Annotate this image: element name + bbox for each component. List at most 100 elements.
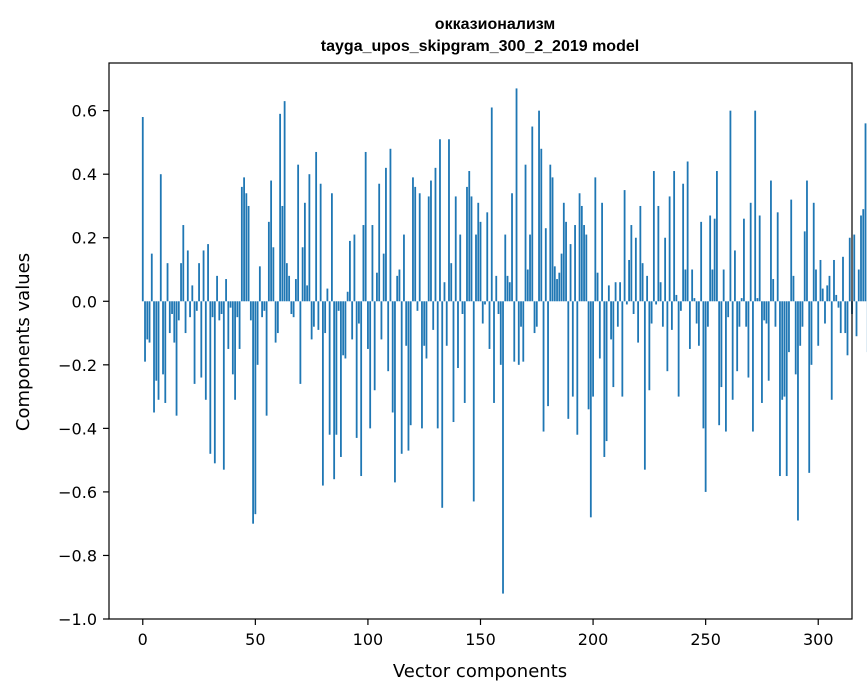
bar-135 (445, 301, 448, 346)
bar-198 (587, 301, 590, 410)
bar-51 (256, 301, 259, 365)
bar-221 (639, 205, 642, 302)
bar-190 (569, 244, 572, 302)
bar-249 (702, 301, 705, 429)
bar-55 (265, 301, 268, 416)
y-tick-label: 0.4 (72, 165, 97, 184)
bar-235 (670, 301, 673, 330)
bar-191 (571, 301, 574, 397)
bar-196 (583, 225, 585, 302)
bar-262 (731, 301, 734, 400)
bar-28 (204, 301, 207, 400)
bar-319 (860, 215, 862, 302)
y-tick-label: −1.0 (58, 610, 97, 629)
bar-70 (299, 301, 302, 384)
bar-140 (457, 301, 459, 369)
bar-19 (184, 301, 187, 334)
bar-292 (799, 301, 802, 346)
bar-202 (596, 272, 599, 302)
bar-138 (452, 301, 455, 423)
bar-204 (601, 202, 603, 302)
bar-37 (225, 279, 227, 302)
bar-36 (222, 301, 225, 470)
bar-12 (168, 301, 171, 334)
bar-46 (245, 193, 248, 302)
bar-167 (517, 301, 520, 365)
bar-285 (783, 301, 786, 397)
bar-14 (173, 301, 176, 343)
x-tick-label: 250 (690, 630, 721, 649)
bar-311 (842, 256, 844, 302)
bar-159 (499, 301, 502, 365)
bar-107 (382, 253, 385, 302)
bar-184 (556, 279, 558, 302)
bar-18 (182, 225, 185, 302)
bar-56 (267, 221, 270, 302)
bar-34 (218, 301, 221, 321)
bar-76 (312, 301, 315, 327)
bar-217 (630, 225, 633, 302)
bar-290 (794, 301, 797, 375)
x-tick-label: 50 (245, 630, 265, 649)
bar-223 (643, 301, 646, 470)
bar-128 (430, 180, 432, 302)
bar-177 (540, 148, 543, 302)
bar-136 (448, 139, 450, 302)
bar-13 (171, 301, 173, 314)
bar-112 (394, 301, 396, 483)
bar-309 (837, 301, 840, 308)
bar-146 (470, 196, 473, 302)
y-axis-ticks: −1.0 −0.8 −0.6 −0.4 −0.2 0.0 0.2 0.4 0.6 (58, 102, 109, 629)
bar-139 (454, 196, 457, 302)
bar-42 (236, 301, 239, 318)
bar-126 (425, 301, 428, 359)
bar-3 (148, 301, 151, 343)
bar-111 (391, 301, 394, 413)
bar-193 (576, 301, 579, 435)
bar-49 (252, 301, 254, 524)
bar-1 (144, 301, 146, 362)
bar-48 (249, 301, 252, 321)
bar-61 (279, 113, 282, 302)
bar-60 (276, 301, 279, 334)
bar-41 (234, 301, 236, 400)
bar-27 (202, 250, 205, 302)
bar-38 (227, 301, 230, 349)
bar-269 (747, 301, 750, 378)
bar-160 (502, 301, 504, 594)
bar-260 (727, 301, 730, 318)
bar-54 (263, 301, 266, 311)
x-tick-label: 0 (138, 630, 148, 649)
bar-314 (848, 237, 851, 302)
bar-97 (360, 301, 363, 477)
bar-147 (472, 301, 475, 502)
bar-22 (191, 285, 194, 302)
bar-78 (317, 301, 320, 330)
bar-25 (198, 263, 200, 302)
bar-157 (495, 275, 498, 302)
bar-302 (821, 288, 824, 302)
bar-40 (231, 301, 234, 375)
bar-150 (479, 221, 482, 302)
bar-165 (513, 301, 516, 362)
bar-43 (238, 301, 241, 349)
bar-241 (684, 269, 687, 302)
bar-69 (297, 164, 300, 302)
bar-175 (535, 301, 538, 327)
bar-7 (157, 301, 160, 400)
bar-21 (189, 301, 191, 318)
y-tick-label: 0.0 (72, 292, 97, 311)
bar-210 (614, 282, 617, 302)
bar-100 (367, 301, 369, 349)
bar-169 (522, 301, 525, 362)
bar-24 (195, 301, 198, 311)
bar-6 (155, 301, 158, 381)
bar-298 (812, 202, 815, 302)
bar-131 (436, 301, 439, 429)
bar-106 (380, 301, 383, 340)
bar-179 (544, 228, 547, 302)
bar-308 (835, 294, 838, 302)
bar-275 (761, 301, 763, 403)
bar-318 (857, 269, 860, 302)
bar-173 (531, 126, 534, 302)
